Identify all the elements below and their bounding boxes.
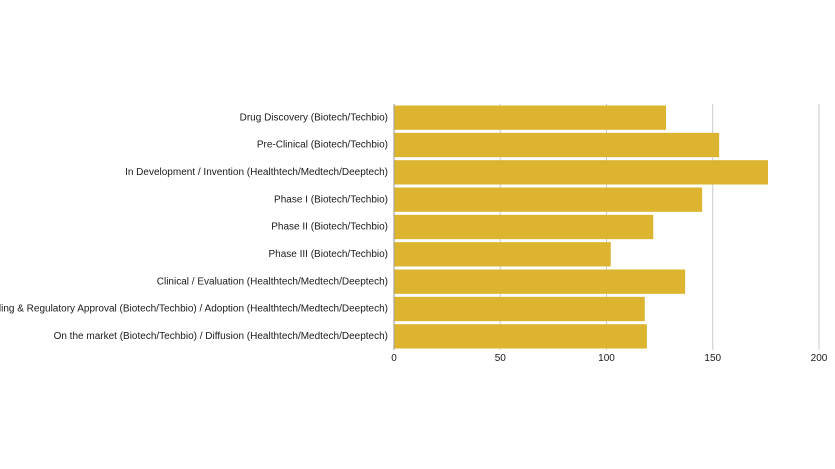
bar-7 <box>394 296 645 322</box>
category-label-7: Filing & Regulatory Approval (Biotech/Te… <box>0 304 388 315</box>
bar-5 <box>394 242 611 267</box>
category-label-1: Pre-Clinical (Biotech/Techbio) <box>257 140 388 151</box>
category-label-2: In Development / Invention (Healthtech/M… <box>125 167 388 178</box>
bar-0 <box>394 105 666 130</box>
bar-1 <box>394 132 720 158</box>
x-tick-label-200: 200 <box>811 353 828 364</box>
x-tick-label-100: 100 <box>598 353 615 364</box>
bar-3 <box>394 187 703 212</box>
category-label-5: Phase III (Biotech/Techbio) <box>268 249 388 260</box>
x-tick-label-0: 0 <box>391 353 397 364</box>
category-label-4: Phase II (Biotech/Techbio) <box>271 222 388 233</box>
bar-8 <box>394 324 647 349</box>
category-label-3: Phase I (Biotech/Techbio) <box>274 194 388 205</box>
category-label-0: Drug Discovery (Biotech/Techbio) <box>240 112 388 123</box>
bar-4 <box>394 214 654 240</box>
category-label-6: Clinical / Evaluation (Healthtech/Medtec… <box>157 276 388 287</box>
bar-6 <box>394 269 686 294</box>
x-tick-label-50: 50 <box>495 353 507 364</box>
bar-2 <box>394 160 768 185</box>
x-tick-label-150: 150 <box>704 353 721 364</box>
category-label-8: On the market (Biotech/Techbio) / Diffus… <box>54 331 388 342</box>
